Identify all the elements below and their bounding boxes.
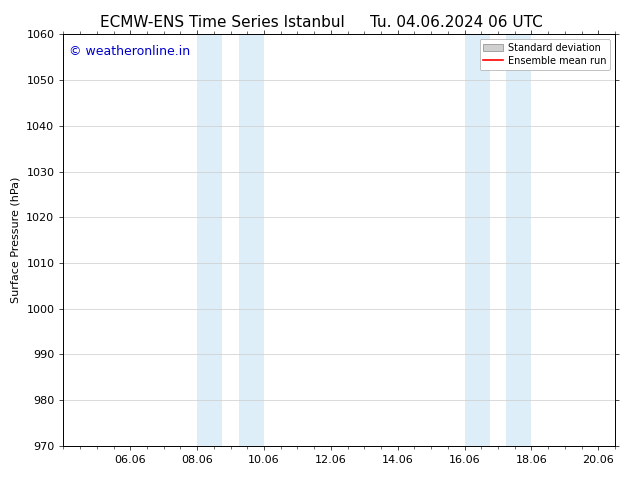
Text: Tu. 04.06.2024 06 UTC: Tu. 04.06.2024 06 UTC bbox=[370, 15, 543, 30]
Y-axis label: Surface Pressure (hPa): Surface Pressure (hPa) bbox=[11, 177, 21, 303]
Bar bbox=[239, 34, 264, 446]
Bar bbox=[465, 34, 489, 446]
Bar bbox=[197, 34, 222, 446]
Text: © weatheronline.in: © weatheronline.in bbox=[69, 45, 190, 58]
Bar bbox=[507, 34, 531, 446]
Legend: Standard deviation, Ensemble mean run: Standard deviation, Ensemble mean run bbox=[479, 39, 610, 70]
Text: ECMW-ENS Time Series Istanbul: ECMW-ENS Time Series Istanbul bbox=[100, 15, 344, 30]
